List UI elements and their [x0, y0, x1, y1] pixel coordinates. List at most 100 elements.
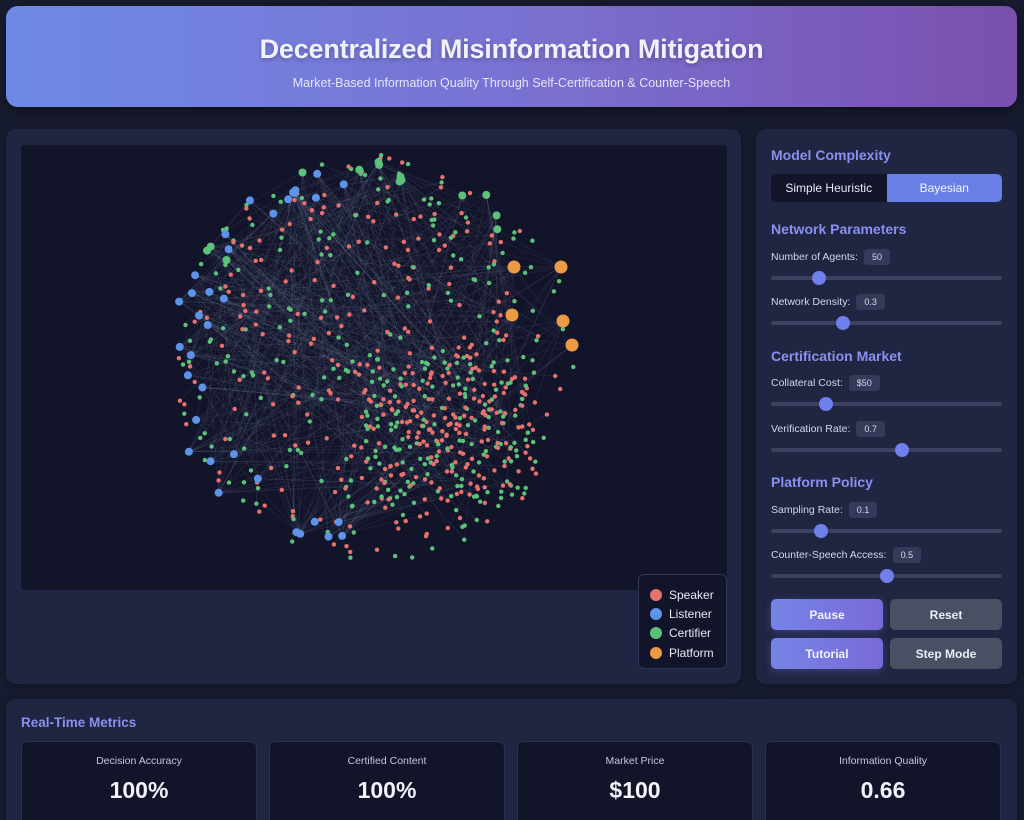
network-edge — [226, 259, 331, 301]
speaker-node — [388, 388, 393, 393]
network-edge — [314, 502, 368, 523]
speaker-node — [453, 460, 458, 465]
network-edge — [189, 298, 225, 367]
certifier-node — [241, 374, 246, 379]
certifier-node — [398, 488, 403, 493]
network-edge — [359, 169, 494, 363]
speaker-node — [480, 393, 486, 399]
network-edge — [188, 347, 459, 452]
speaker-node — [440, 373, 445, 379]
network-edge — [198, 315, 427, 514]
speaker-node — [424, 443, 430, 448]
network-edge — [204, 249, 229, 434]
network-edge — [206, 250, 432, 375]
listener-node — [205, 287, 214, 296]
speaker-node — [352, 443, 357, 448]
agents-slider[interactable] — [771, 271, 1002, 285]
certifier-node — [457, 438, 462, 443]
bayesian-option[interactable]: Bayesian — [886, 174, 1002, 202]
certifier-node — [250, 222, 255, 228]
network-edge — [359, 169, 501, 412]
network-graph[interactable] — [21, 145, 727, 590]
slider-thumb[interactable] — [836, 316, 851, 330]
network-edge — [295, 157, 381, 191]
speaker-node — [451, 412, 456, 417]
network-canvas[interactable] — [21, 145, 727, 590]
verification-slider[interactable] — [771, 443, 1002, 457]
speaker-node — [473, 365, 478, 370]
listener-node — [224, 245, 233, 254]
network-edge — [191, 215, 497, 294]
speaker-node — [484, 454, 490, 459]
network-edge — [218, 422, 504, 494]
network-edge — [179, 269, 239, 348]
cost-slider[interactable] — [771, 397, 1002, 411]
slider-thumb[interactable] — [894, 443, 909, 457]
speaker-node — [464, 353, 470, 359]
speaker-node — [502, 463, 507, 469]
certifier-node — [397, 447, 402, 452]
certifier-node — [398, 376, 403, 381]
reset-button[interactable]: Reset — [890, 599, 1002, 630]
network-edge — [430, 344, 573, 379]
certifier-node — [454, 360, 460, 366]
speaker-node — [311, 336, 316, 341]
slider-thumb[interactable] — [814, 524, 829, 538]
network-edge — [296, 166, 349, 533]
speaker-node — [455, 354, 460, 359]
speaker-node — [480, 410, 485, 416]
platform-node — [565, 338, 579, 352]
certifier-node — [386, 487, 391, 492]
slider-thumb[interactable] — [812, 271, 827, 285]
network-edge — [224, 161, 379, 440]
certifier-node — [457, 416, 463, 421]
network-edge — [202, 316, 480, 388]
network-edge — [316, 173, 392, 431]
speaker-node — [494, 410, 499, 415]
speaker-node — [436, 247, 442, 253]
network-edge — [223, 298, 437, 462]
network-edge — [233, 314, 501, 455]
tutorial-button[interactable]: Tutorial — [771, 638, 883, 669]
network-edge — [316, 173, 399, 298]
speaker-node — [402, 326, 408, 331]
pause-button[interactable]: Pause — [771, 599, 883, 630]
network-edge — [210, 235, 492, 462]
network-edge — [194, 266, 515, 322]
counter-speech-label: Counter-Speech Access: — [771, 549, 887, 561]
network-edge — [292, 192, 404, 516]
speaker-node — [226, 289, 231, 294]
speaker-node — [326, 330, 331, 336]
certifier-node — [226, 480, 232, 485]
certifier-node — [511, 236, 516, 241]
density-slider[interactable] — [771, 316, 1002, 330]
counter-speech-slider[interactable] — [771, 569, 1002, 583]
network-edge — [315, 197, 399, 266]
certifier-node — [375, 416, 380, 422]
network-edge — [249, 200, 504, 424]
step-mode-button[interactable]: Step Mode — [890, 638, 1002, 669]
network-edge — [401, 179, 471, 365]
network-edge — [225, 173, 318, 231]
network-edge — [314, 466, 391, 523]
network-edge — [272, 169, 360, 405]
network-edge — [295, 190, 414, 484]
network-edge — [190, 329, 246, 356]
speaker-node — [476, 368, 482, 373]
speaker-node — [363, 387, 368, 393]
network-edge — [223, 298, 515, 302]
speaker-node — [464, 229, 470, 234]
certifier-node — [254, 501, 259, 506]
speaker-node — [443, 380, 448, 385]
sampling-slider[interactable] — [771, 524, 1002, 538]
slider-thumb[interactable] — [818, 397, 833, 411]
slider-thumb[interactable] — [879, 569, 894, 583]
certifier-node — [399, 384, 404, 389]
network-edge — [373, 194, 487, 222]
density-label: Network Density: — [771, 296, 851, 308]
network-edge — [218, 300, 332, 493]
simple-heuristic-option[interactable]: Simple Heuristic — [785, 181, 873, 195]
speaker-node — [187, 364, 193, 369]
network-edge — [195, 344, 347, 421]
network-edge — [404, 228, 498, 329]
